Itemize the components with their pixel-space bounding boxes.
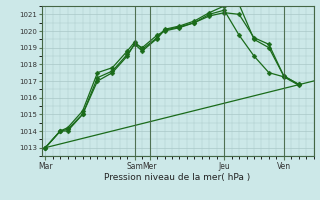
X-axis label: Pression niveau de la mer( hPa ): Pression niveau de la mer( hPa ): [104, 173, 251, 182]
